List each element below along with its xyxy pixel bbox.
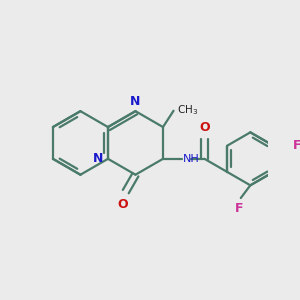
Text: O: O [199, 121, 210, 134]
Text: CH$_3$: CH$_3$ [177, 103, 198, 117]
Text: F: F [293, 139, 300, 152]
Text: N: N [130, 94, 141, 108]
Text: NH: NH [183, 154, 200, 164]
Text: N: N [93, 152, 103, 165]
Text: O: O [118, 198, 128, 211]
Text: F: F [235, 202, 243, 215]
